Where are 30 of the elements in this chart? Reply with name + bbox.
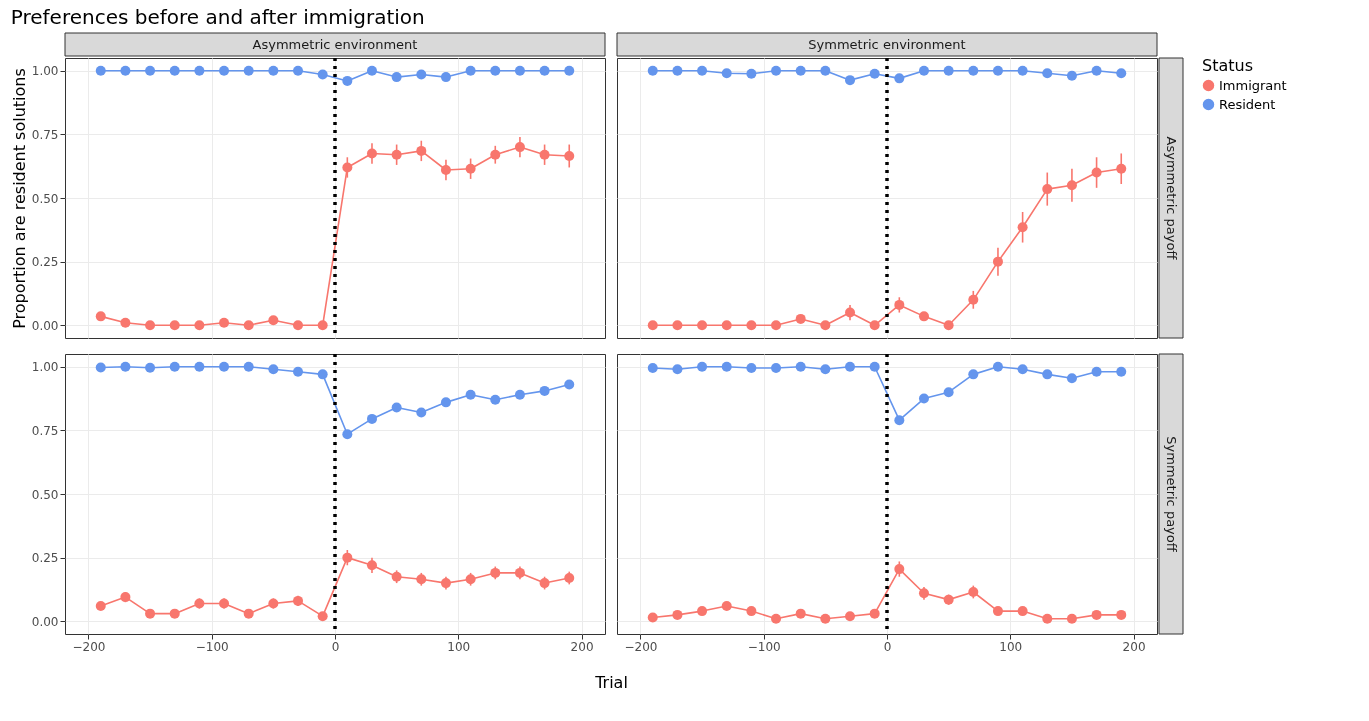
y-tick-label: 0.00 [31, 318, 59, 333]
y-tick-label: 0.75 [31, 423, 59, 438]
x-tick-label: −200 [624, 639, 658, 654]
chart-subtitle: Symmetric environment [808, 37, 966, 52]
x-tick-label: 100 [447, 639, 471, 654]
legend-label: Immigrant [1219, 77, 1287, 93]
y-tick-label: 0.75 [31, 127, 59, 142]
x-tick-label: 200 [570, 639, 594, 654]
y-tick-label: 1.00 [31, 64, 59, 79]
y2-axis-title: Symmetric payoff [1164, 436, 1179, 553]
x-tick-label: 0 [331, 639, 340, 654]
legend-label: Resident [1219, 96, 1276, 112]
y-tick-label: 0.50 [31, 191, 59, 206]
y-tick-label: 0.25 [31, 551, 59, 566]
y-tick-label: 0.50 [31, 487, 59, 502]
x-tick-label: −200 [72, 639, 106, 654]
chart-title: Preferences before and after immigration [10, 5, 425, 29]
x-tick-label: −100 [747, 639, 781, 654]
x-tick-label: 100 [999, 639, 1023, 654]
x-tick-label: 0 [883, 639, 892, 654]
y-tick-label: 1.00 [31, 360, 59, 375]
y-tick-label: 0.00 [31, 614, 59, 629]
x-tick-label: 200 [1122, 639, 1146, 654]
x-tick-label: −100 [195, 639, 229, 654]
y-tick-label: 0.25 [31, 255, 59, 270]
y-axis-title: Proportion are resident solutions [9, 68, 29, 329]
legend-title: Status [1202, 56, 1253, 75]
chart-subtitle: Asymmetric environment [252, 37, 418, 52]
y2-axis-title: Asymmetric payoff [1164, 136, 1179, 261]
x-axis-title: Trial [594, 672, 628, 692]
